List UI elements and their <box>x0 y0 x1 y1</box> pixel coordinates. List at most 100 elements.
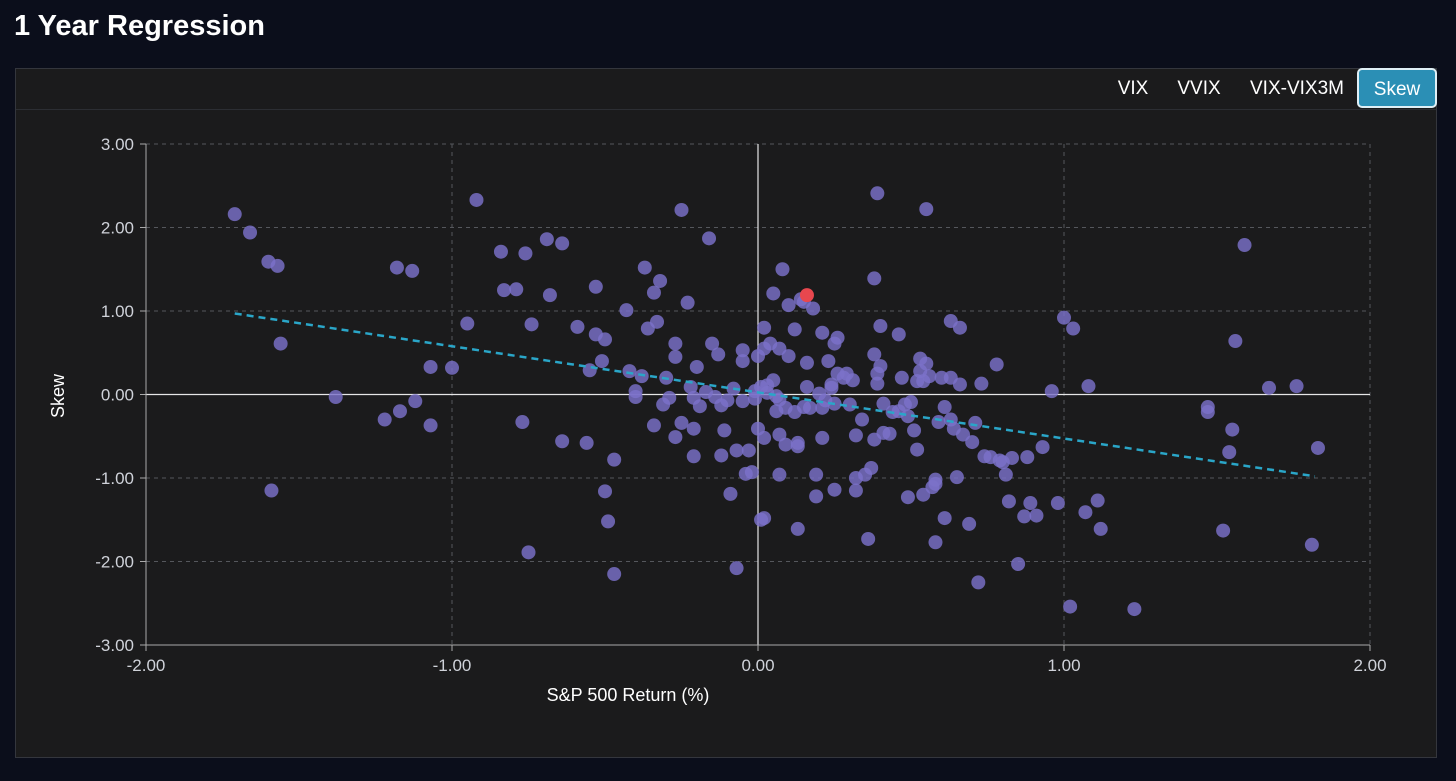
data-point <box>273 336 288 351</box>
data-point <box>910 442 925 457</box>
data-point <box>1078 505 1093 520</box>
data-point <box>555 236 570 251</box>
x-tick-label: 2.00 <box>1353 656 1386 675</box>
data-point <box>622 364 637 379</box>
data-point <box>873 359 888 374</box>
data-point <box>521 545 536 560</box>
data-point <box>876 396 891 411</box>
data-point <box>1216 523 1231 538</box>
data-point <box>867 347 882 362</box>
data-point <box>445 360 459 375</box>
data-point <box>1090 493 1105 508</box>
data-point <box>931 415 946 430</box>
data-point <box>772 467 787 482</box>
data-point <box>524 317 539 332</box>
data-point <box>781 349 796 364</box>
data-point <box>579 435 594 450</box>
y-axis-title: Skew <box>48 373 68 418</box>
data-point <box>692 399 707 414</box>
data-point <box>907 423 922 438</box>
data-point <box>806 301 821 316</box>
data-point <box>937 511 952 526</box>
data-point <box>1222 445 1237 460</box>
data-point <box>861 531 876 546</box>
data-point <box>830 330 845 345</box>
data-point <box>790 521 805 536</box>
x-tick-label: -2.00 <box>127 656 166 675</box>
data-point <box>900 409 915 424</box>
y-tick-label: -2.00 <box>95 553 134 572</box>
highlight-point <box>799 288 814 303</box>
data-point <box>637 260 652 275</box>
data-point <box>1020 450 1035 465</box>
data-point <box>1044 384 1059 399</box>
data-point <box>900 490 915 505</box>
y-tick-label: -3.00 <box>95 636 134 655</box>
data-point <box>741 443 756 458</box>
data-point <box>588 279 603 294</box>
data-point <box>735 343 750 358</box>
data-point <box>653 273 668 288</box>
data-point <box>264 483 279 498</box>
x-tick-label: -1.00 <box>433 656 472 675</box>
data-point <box>962 516 977 531</box>
data-point <box>772 427 787 442</box>
data-point <box>904 395 918 410</box>
tab-vix[interactable]: VIX <box>1117 78 1149 99</box>
data-point <box>815 325 830 340</box>
data-point <box>827 482 842 497</box>
data-point <box>662 390 677 405</box>
chart-panel: VIX VVIX VIX-VIX3M Skew -2.00 -1.00 0.00 1.… <box>15 68 1437 758</box>
data-point <box>469 192 484 207</box>
data-point <box>1289 379 1304 394</box>
data-point <box>392 404 407 419</box>
data-point <box>747 391 762 406</box>
data-point <box>1228 334 1243 349</box>
data-point <box>702 231 717 246</box>
data-point <box>735 354 750 369</box>
tick-labels: -2.00 -1.00 0.00 1.00 2.00 3.00 2.00 1.00 0.00 -1… <box>95 135 1386 675</box>
data-point <box>668 349 683 364</box>
data-point <box>607 452 622 467</box>
data-point <box>723 486 738 501</box>
series-tab-bar: VIX VVIX VIX-VIX3M Skew <box>16 68 1437 110</box>
data-point <box>1066 321 1081 336</box>
data-point <box>891 327 906 342</box>
data-point <box>968 415 983 430</box>
data-point <box>919 356 934 371</box>
data-point <box>894 370 909 385</box>
data-point <box>1057 310 1071 325</box>
data-point <box>1023 496 1038 511</box>
data-point <box>674 415 689 430</box>
data-point <box>650 314 665 329</box>
data-point <box>845 373 860 388</box>
data-point <box>873 319 888 334</box>
data-point <box>377 412 392 427</box>
data-point <box>423 359 438 374</box>
data-point <box>607 567 622 582</box>
data-point <box>803 400 818 415</box>
data-point <box>683 379 698 394</box>
tab-vvix[interactable]: VVIX <box>1177 78 1221 99</box>
data-point <box>634 369 649 384</box>
data-point <box>809 467 824 482</box>
data-point <box>542 288 557 303</box>
data-point <box>919 202 934 217</box>
data-point <box>949 470 964 485</box>
data-point <box>842 397 857 412</box>
data-point <box>423 418 438 433</box>
tab-skew[interactable]: Skew <box>1357 68 1437 108</box>
data-point <box>1225 422 1240 437</box>
page-title: 1 Year Regression <box>14 10 265 42</box>
data-point <box>509 282 524 297</box>
tab-vix-vix3m[interactable]: VIX-VIX3M <box>1250 78 1344 99</box>
y-tick-label: 2.00 <box>101 219 134 238</box>
data-point <box>1093 521 1108 536</box>
x-tick-label: 1.00 <box>1047 656 1080 675</box>
data-point <box>1004 450 1019 465</box>
data-point <box>1304 537 1319 552</box>
data-point <box>674 202 689 217</box>
data-point <box>668 336 683 351</box>
data-point <box>405 263 420 278</box>
data-point <box>1262 380 1277 395</box>
